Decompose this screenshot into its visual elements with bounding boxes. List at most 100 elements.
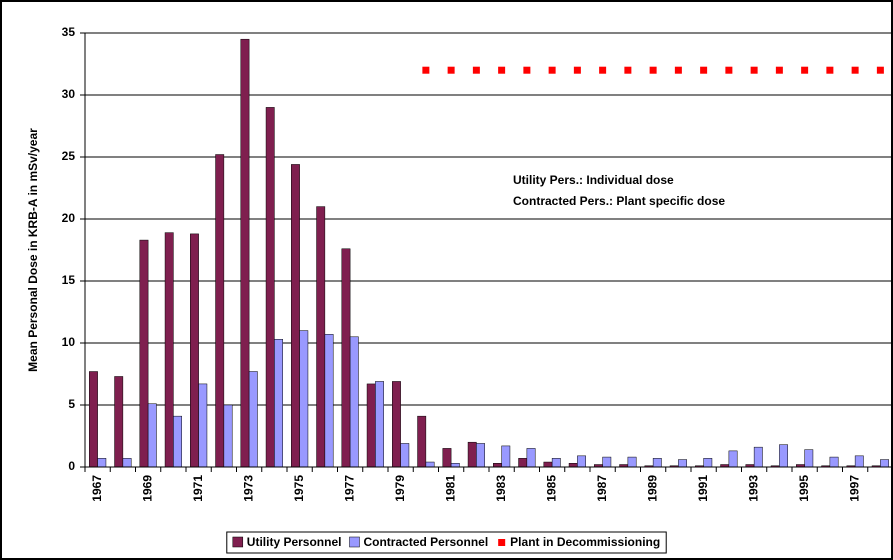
bar (501, 445, 511, 468)
bar (880, 459, 889, 468)
marker (851, 66, 859, 74)
x-tick-label: 1993 (746, 475, 760, 502)
annotation: Contracted Pers.: Plant specific dose (513, 194, 725, 208)
marker (422, 66, 430, 74)
bar (392, 381, 401, 468)
bar (442, 448, 452, 468)
x-tick-label: 1971 (191, 475, 205, 502)
bar (122, 458, 132, 468)
x-tick-label: 1991 (696, 475, 710, 502)
bar (753, 446, 763, 468)
y-tick-label: 15 (62, 273, 76, 287)
marker (674, 66, 682, 74)
y-tick-label: 0 (68, 459, 75, 473)
marker (826, 66, 834, 74)
marker (801, 66, 809, 74)
bar (198, 383, 208, 468)
bar (291, 164, 300, 468)
bar (602, 456, 612, 468)
marker (548, 66, 556, 74)
bar (341, 248, 351, 468)
marker (649, 66, 657, 74)
bar (678, 459, 687, 468)
bar (829, 456, 839, 468)
bar (274, 339, 283, 468)
y-tick-label: 25 (62, 149, 76, 163)
bar (568, 463, 578, 468)
bar (577, 455, 586, 468)
legend-label: Contracted Personnel (363, 535, 488, 549)
bar (215, 154, 225, 468)
marker (750, 66, 758, 74)
bar (147, 403, 157, 468)
bar (417, 415, 427, 468)
y-tick-label: 30 (62, 87, 76, 101)
bar (240, 38, 250, 468)
marker (700, 66, 708, 74)
marker (624, 66, 632, 74)
bar (89, 371, 98, 468)
legend-swatch (232, 536, 244, 548)
bar (164, 232, 174, 468)
y-tick-label: 20 (62, 211, 76, 225)
bar (265, 107, 275, 468)
bar (324, 334, 334, 468)
marker (599, 66, 607, 74)
bar (190, 233, 199, 468)
marker (498, 66, 506, 74)
bar (349, 336, 359, 468)
bar (854, 455, 864, 468)
bar (543, 461, 553, 468)
x-tick-label: 1987 (595, 475, 609, 502)
marker (447, 66, 455, 74)
bar (425, 461, 435, 468)
y-tick-label: 35 (62, 25, 76, 39)
bar (366, 383, 376, 468)
x-tick-label: 1985 (544, 475, 558, 502)
x-tick-label: 1981 (443, 475, 457, 502)
legend-label: Plant in Decommissioning (510, 535, 660, 549)
legend (226, 531, 667, 554)
bar (804, 449, 814, 468)
x-tick-label: 1967 (90, 475, 104, 502)
bar (467, 441, 477, 468)
bar (493, 463, 502, 468)
legend-label: Utility Personnel (247, 535, 342, 549)
x-tick-label: 1995 (797, 475, 811, 502)
y-axis-label: Mean Personal Dose in KRB-A in mSv/year (26, 128, 40, 372)
bar (518, 458, 528, 468)
bar (400, 443, 410, 468)
y-tick-label: 5 (68, 397, 75, 411)
x-tick-label: 1983 (494, 475, 508, 502)
marker (472, 66, 480, 74)
legend-swatch (349, 536, 360, 548)
bar (652, 458, 662, 468)
x-tick-label: 1973 (241, 475, 255, 502)
bar (526, 448, 536, 468)
x-tick-label: 1997 (847, 475, 861, 502)
bar (375, 381, 384, 468)
x-tick-label: 1979 (393, 475, 407, 502)
bar (223, 404, 233, 468)
legend-swatch (498, 539, 506, 546)
annotation: Utility Pers.: Individual dose (513, 173, 674, 187)
bar (728, 450, 738, 468)
x-tick-label: 1975 (292, 475, 306, 502)
bar (248, 371, 258, 468)
marker (523, 66, 531, 74)
bar (450, 463, 460, 468)
bar (299, 330, 309, 468)
bar (476, 443, 485, 468)
bar (551, 458, 561, 468)
bar (139, 239, 149, 468)
bar (173, 415, 182, 468)
bar (316, 206, 326, 468)
marker (775, 66, 783, 74)
bar (114, 376, 124, 468)
x-tick-label: 1989 (645, 475, 659, 502)
x-tick-label: 1977 (342, 475, 356, 502)
y-tick-label: 10 (62, 335, 76, 349)
bar (97, 458, 107, 468)
x-tick-label: 1969 (140, 475, 154, 502)
